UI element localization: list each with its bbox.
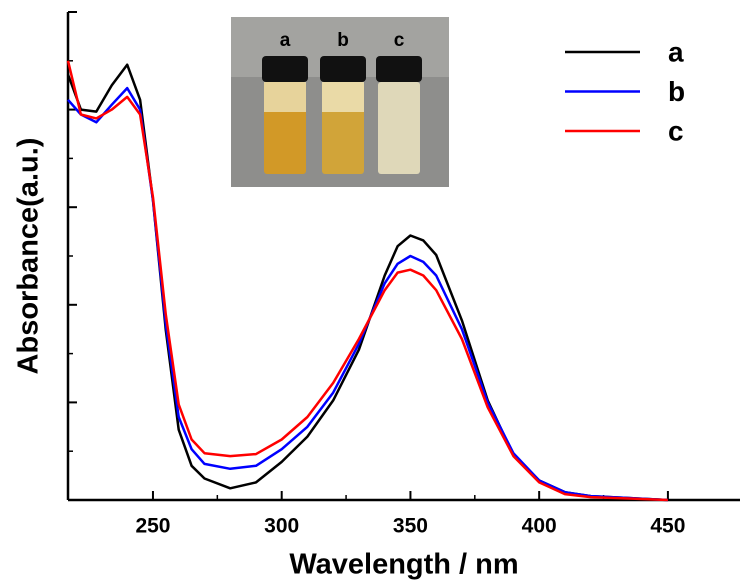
series-line [67, 86, 668, 502]
inset-label: a [280, 30, 291, 51]
inset-photo [231, 17, 449, 187]
legend-text: a [668, 36, 684, 67]
x-tick-label: 400 [522, 515, 557, 538]
x-tick-label: 250 [135, 515, 170, 538]
x-tick-label: 350 [393, 515, 428, 538]
x-axis-title: Wavelength / nm [289, 549, 518, 581]
legend-text: c [668, 115, 684, 146]
x-tick-label: 450 [650, 515, 685, 538]
y-axis-title: Absorbance(a.u.) [13, 138, 45, 375]
series-line [66, 60, 668, 502]
inset-label: b [337, 30, 349, 51]
legend-text: b [668, 76, 685, 107]
inset-label: c [394, 30, 405, 51]
x-tick-label: 300 [264, 515, 299, 538]
